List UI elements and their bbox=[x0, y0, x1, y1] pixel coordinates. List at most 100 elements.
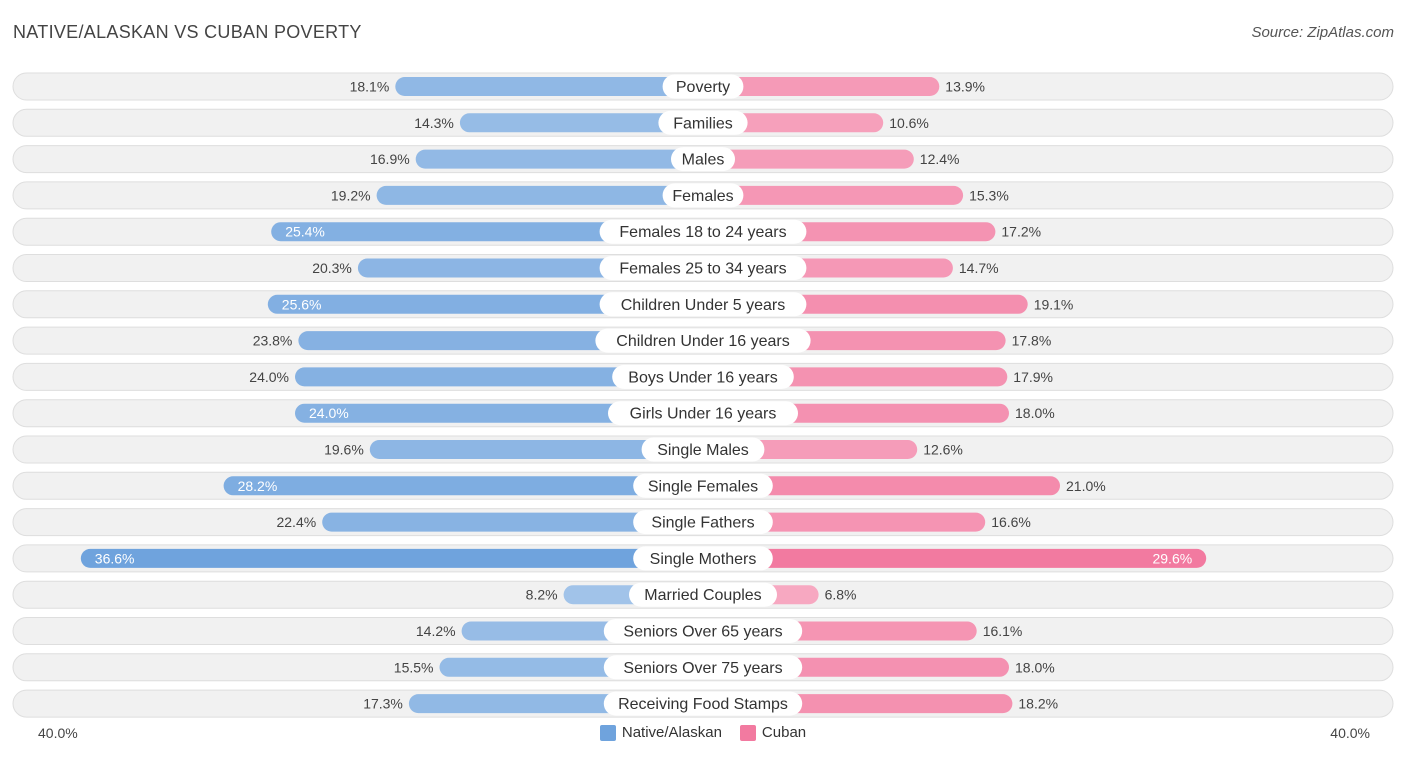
legend-item-native: Native/Alaskan bbox=[599, 724, 722, 741]
bar-native bbox=[369, 440, 703, 459]
bar-native bbox=[80, 548, 704, 568]
value-label-native: 16.9% bbox=[370, 151, 410, 167]
value-label-cuban: 14.7% bbox=[959, 260, 999, 276]
legend-item-cuban: Cuban bbox=[739, 724, 807, 741]
category-pill bbox=[662, 183, 744, 208]
value-label-native: 8.2% bbox=[526, 587, 558, 603]
category-pill bbox=[633, 473, 773, 498]
value-label-native: 28.2% bbox=[238, 478, 278, 494]
category-pill bbox=[599, 256, 807, 280]
category-pill bbox=[612, 364, 794, 389]
bar-native bbox=[295, 403, 703, 423]
category-pill bbox=[658, 110, 748, 135]
value-label-cuban: 29.6% bbox=[1152, 550, 1192, 566]
value-label-cuban: 21.0% bbox=[1066, 478, 1106, 494]
category-label: Females 25 to 34 years bbox=[619, 261, 786, 278]
value-label-native: 20.3% bbox=[312, 260, 352, 276]
value-label-cuban: 12.6% bbox=[923, 442, 963, 458]
value-label-native: 17.3% bbox=[363, 696, 403, 712]
bar-native bbox=[395, 77, 703, 96]
chart-title: NATIVE/ALASKAN VS CUBAN POVERTY bbox=[13, 22, 362, 42]
value-label-cuban: 13.9% bbox=[945, 79, 985, 95]
category-pill bbox=[608, 401, 798, 426]
category-pill bbox=[599, 292, 807, 317]
bar-native bbox=[376, 185, 703, 205]
value-label-cuban: 17.8% bbox=[1012, 333, 1052, 349]
value-label-native: 24.0% bbox=[309, 405, 349, 421]
category-pill bbox=[633, 510, 773, 535]
category-pill bbox=[641, 437, 765, 462]
value-label-native: 25.4% bbox=[285, 224, 325, 240]
bar-cuban bbox=[703, 149, 914, 169]
category-label: Receiving Food Stamps bbox=[618, 696, 788, 713]
category-pill bbox=[662, 74, 744, 99]
category-label: Single Females bbox=[648, 478, 758, 495]
category-pill bbox=[603, 691, 803, 716]
axis-right-label: 40.0% bbox=[1330, 725, 1370, 741]
category-label: Children Under 5 years bbox=[621, 297, 786, 314]
category-label: Boys Under 16 years bbox=[628, 369, 777, 386]
value-label-cuban: 6.8% bbox=[825, 587, 857, 603]
category-pill bbox=[603, 655, 803, 680]
value-label-native: 25.6% bbox=[282, 296, 322, 312]
value-label-native: 22.4% bbox=[276, 514, 316, 530]
category-label: Females 18 to 24 years bbox=[619, 224, 786, 241]
legend-label-native: Native/Alaskan bbox=[621, 724, 722, 741]
bar-cuban bbox=[703, 548, 1207, 568]
legend-swatch-cuban bbox=[739, 724, 756, 741]
category-pill bbox=[595, 328, 811, 353]
category-label: Single Fathers bbox=[651, 515, 754, 532]
category-label: Single Mothers bbox=[650, 551, 757, 568]
category-label: Seniors Over 75 years bbox=[623, 660, 782, 677]
value-label-cuban: 12.4% bbox=[920, 151, 960, 167]
category-pill bbox=[603, 619, 803, 643]
bar-cuban bbox=[703, 77, 940, 96]
category-label: Females bbox=[672, 188, 733, 205]
category-label: Single Males bbox=[657, 442, 749, 459]
value-label-cuban: 16.6% bbox=[991, 514, 1031, 530]
bar-cuban bbox=[703, 185, 964, 205]
value-label-native: 36.6% bbox=[95, 550, 135, 566]
value-label-cuban: 16.1% bbox=[983, 623, 1023, 639]
chart-area: 18.1% 13.9% Poverty 14.3% 10.6% Families 16.9%… bbox=[12, 72, 1394, 718]
bar-native bbox=[459, 113, 703, 133]
category-label: Poverty bbox=[676, 79, 730, 96]
bar-native bbox=[223, 476, 703, 496]
category-label: Families bbox=[673, 115, 733, 132]
value-label-cuban: 15.3% bbox=[969, 187, 1009, 203]
legend-label-cuban: Cuban bbox=[761, 724, 807, 741]
value-label-native: 14.3% bbox=[414, 115, 454, 131]
category-pill bbox=[599, 219, 807, 244]
bar-native bbox=[271, 222, 703, 242]
bar-native bbox=[415, 149, 703, 169]
category-label: Girls Under 16 years bbox=[630, 406, 777, 423]
bar-native bbox=[267, 294, 703, 314]
bar-native bbox=[295, 367, 703, 387]
value-label-native: 15.5% bbox=[394, 659, 434, 675]
category-pill bbox=[629, 582, 777, 607]
axis-left-label: 40.0% bbox=[38, 725, 78, 741]
legend: Native/Alaskan Cuban bbox=[0, 724, 1406, 741]
source-label: Source: ZipAtlas.com bbox=[1251, 24, 1394, 41]
value-label-cuban: 17.2% bbox=[1001, 224, 1041, 240]
category-label: Males bbox=[682, 152, 725, 169]
category-pill bbox=[633, 546, 773, 571]
value-label-cuban: 18.0% bbox=[1015, 659, 1055, 675]
value-label-native: 18.1% bbox=[350, 79, 390, 95]
value-label-cuban: 10.6% bbox=[889, 115, 929, 131]
bar-cuban bbox=[703, 476, 1060, 496]
bar-cuban bbox=[703, 113, 884, 133]
category-label: Married Couples bbox=[644, 587, 761, 604]
value-label-native: 19.6% bbox=[324, 442, 364, 458]
value-label-cuban: 18.2% bbox=[1018, 696, 1058, 712]
value-label-native: 23.8% bbox=[253, 333, 293, 349]
value-label-cuban: 17.9% bbox=[1013, 369, 1053, 385]
bar-cuban bbox=[703, 512, 986, 532]
value-label-native: 19.2% bbox=[331, 187, 371, 203]
category-label: Seniors Over 65 years bbox=[623, 624, 782, 641]
category-label: Children Under 16 years bbox=[616, 333, 789, 350]
value-label-cuban: 19.1% bbox=[1034, 296, 1074, 312]
value-label-native: 14.2% bbox=[416, 623, 456, 639]
category-pill bbox=[671, 147, 735, 172]
legend-swatch-native bbox=[599, 724, 616, 741]
